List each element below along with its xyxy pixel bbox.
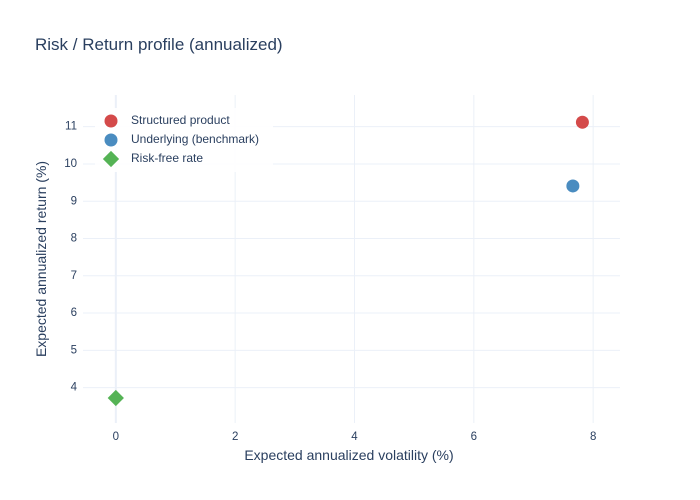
x-tick-label: 6: [471, 431, 477, 443]
grid-lines: [83, 95, 620, 423]
data-point: [575, 115, 589, 129]
y-axis-ticks: 4 5 6 7 8 9 10 11: [64, 121, 77, 394]
y-tick-label: 8: [71, 233, 77, 245]
chart-title: Risk / Return profile (annualized): [35, 35, 283, 54]
y-tick-label: 11: [65, 121, 77, 133]
legend-item[interactable]: Risk-free rate: [102, 150, 203, 168]
y-tick-label: 6: [71, 307, 77, 319]
data-points: [107, 115, 589, 407]
x-axis-label: Expected annualized volatility (%): [244, 447, 453, 463]
data-point: [566, 179, 580, 193]
legend-marker: [104, 114, 118, 128]
x-tick-label: 8: [590, 431, 596, 443]
y-tick-label: 5: [71, 344, 77, 356]
legend-marker: [104, 133, 118, 147]
x-tick-label: 4: [351, 431, 358, 443]
x-tick-label: 0: [113, 431, 119, 443]
legend-item[interactable]: Underlying (benchmark): [104, 132, 260, 147]
legend[interactable]: Structured product Underlying (benchmark)…: [95, 108, 273, 172]
legend-label: Risk-free rate: [131, 151, 203, 165]
y-tick-label: 4: [71, 382, 78, 394]
legend-marker: [102, 150, 120, 168]
data-point: [107, 389, 124, 407]
x-tick-label: 2: [232, 431, 238, 443]
legend-item[interactable]: Structured product: [104, 113, 231, 128]
y-tick-label: 7: [71, 270, 77, 282]
legend-label: Structured product: [131, 113, 230, 127]
x-axis-ticks: 0 2 4 6 8: [113, 431, 597, 443]
y-axis-label: Expected annualized return (%): [33, 161, 49, 357]
legend-label: Underlying (benchmark): [131, 132, 259, 146]
y-tick-label: 9: [71, 195, 77, 207]
legend-background: [95, 108, 273, 172]
y-tick-label: 10: [64, 158, 77, 170]
